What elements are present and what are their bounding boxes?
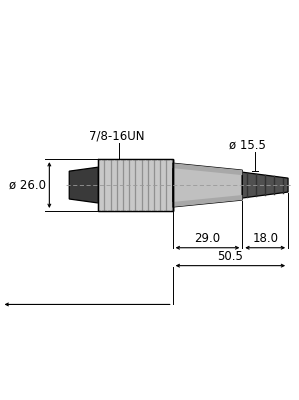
- Text: 50.5: 50.5: [217, 250, 243, 263]
- Polygon shape: [69, 167, 98, 203]
- Polygon shape: [173, 195, 242, 207]
- Text: ø 26.0: ø 26.0: [9, 178, 46, 192]
- Polygon shape: [173, 163, 242, 175]
- Polygon shape: [173, 163, 242, 207]
- Polygon shape: [242, 172, 288, 198]
- Text: 29.0: 29.0: [194, 232, 221, 245]
- Text: ø 15.5: ø 15.5: [229, 138, 266, 151]
- Text: 18.0: 18.0: [252, 232, 278, 245]
- Text: 7/8-16UN: 7/8-16UN: [89, 129, 145, 142]
- Bar: [98, 159, 173, 211]
